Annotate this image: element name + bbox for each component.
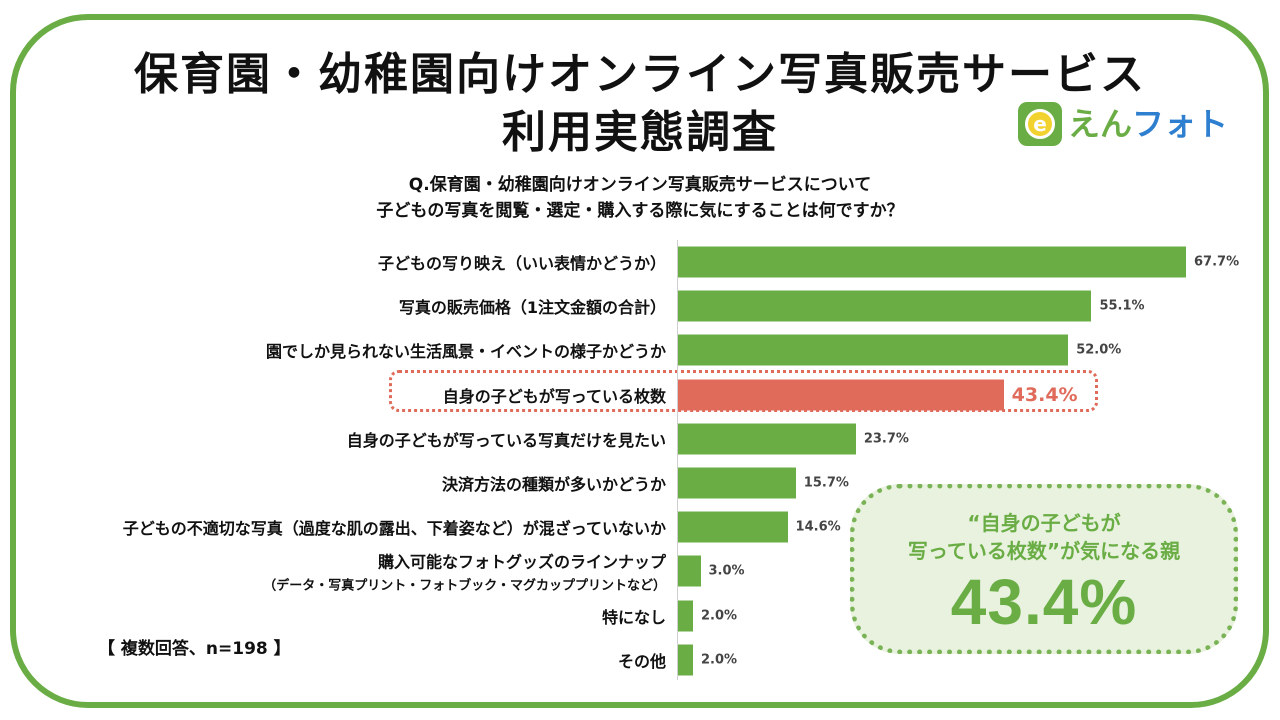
value-label: 23.7% (863, 431, 909, 447)
callout-line-1: “自身の子どもが (967, 511, 1121, 535)
category-label: 自身の子どもが写っている写真だけを見たい (347, 427, 666, 451)
category-label-text: 特になし (601, 607, 666, 627)
bar (678, 246, 1186, 278)
category-label-text: 決済方法の種類が多いかどうか (441, 475, 666, 494)
page-subtitle: 利用実態調査 (502, 107, 778, 158)
category-label: 決済方法の種類が多いかどうか (442, 471, 666, 495)
category-label: 購入可能なフォトグッズのラインナップ （データ・写真プリント・フォトブック・マグカ… (263, 549, 666, 594)
value-label: 14.6% (795, 519, 841, 535)
question-line-1: Q.保育園・幼稚園向けオンライン写真販売サービスについて (408, 175, 872, 195)
category-sublabel: （データ・写真プリント・フォトブック・マグカッププリントなど） (263, 578, 666, 594)
category-label-text: 購入可能なフォトグッズのラインナップ (377, 552, 666, 572)
enphoto-logo: e えんフォト (1018, 100, 1228, 148)
bar (678, 555, 701, 587)
category-label: 特になし (602, 604, 666, 628)
category-label-text: 子どもの不適切な写真（過度な肌の露出、下着姿など）が混ざっていないか (122, 519, 666, 539)
category-label: 子どもの不適切な写真（過度な肌の露出、下着姿など）が混ざっていないか (123, 515, 666, 539)
question-text: Q.保育園・幼稚園向けオンライン写真販売サービスについて 子どもの写真を閲覧・選… (0, 172, 1280, 224)
bar (678, 644, 693, 676)
response-note: 【 複数回答、n=198 】 (98, 639, 291, 659)
category-label: 写真の販売価格（1注文金額の合計） (399, 294, 666, 318)
category-label: 自身の子どもが写っている枚数 (443, 383, 666, 407)
value-label: 67.7% (1194, 254, 1240, 270)
value-label: 55.1% (1099, 298, 1145, 314)
category-label-text: 園でしか見られない生活風景・イベントの様子かどうか (265, 342, 666, 362)
bar (678, 423, 856, 455)
value-label: 3.0% (708, 563, 745, 579)
value-label: 15.7% (803, 475, 849, 491)
value-label: 2.0% (701, 608, 738, 624)
bar (678, 467, 796, 499)
category-label-text: その他 (617, 651, 666, 671)
value-label: 43.4% (1011, 383, 1078, 406)
category-label: その他 (618, 648, 666, 672)
category-label-text: 自身の子どもが写っている写真だけを見たい (346, 430, 666, 450)
logo-text: えんフォト (1068, 108, 1228, 140)
value-label: 2.0% (701, 652, 738, 668)
category-label: 園でしか見られない生活風景・イベントの様子かどうか (266, 338, 666, 362)
question-line-2: 子どもの写真を閲覧・選定・購入する際に気にすることは何ですか？ (376, 201, 904, 221)
logo-text-green: えん (1068, 105, 1133, 143)
logo-badge-letter: e (1025, 109, 1055, 139)
bar (678, 379, 1004, 411)
category-label-text: 自身の子どもが写っている枚数 (442, 386, 666, 406)
category-label-text: 子どもの写り映え（いい表情かどうか） (377, 254, 666, 273)
chart-axis-line (677, 240, 678, 680)
bar (678, 334, 1069, 366)
page-title: 保育園・幼稚園向けオンライン写真販売サービス (134, 49, 1146, 100)
bar (678, 511, 788, 543)
logo-badge-icon: e (1018, 102, 1062, 146)
category-label: 子どもの写り映え（いい表情かどうか） (378, 250, 666, 274)
logo-text-blue: フォト (1132, 105, 1229, 143)
callout-value: 43.4% (950, 566, 1138, 638)
callout-bubble: “自身の子どもが 写っている枚数”が気になる親 43.4% (850, 484, 1238, 654)
bar (678, 600, 693, 632)
category-label-text: 写真の販売価格（1注文金額の合計） (398, 298, 666, 318)
highlight-dotted-box (389, 370, 1098, 412)
callout-line-2: 写っている枚数”が気になる親 (907, 539, 1181, 563)
rounded-frame (10, 14, 1269, 708)
value-label: 52.0% (1076, 342, 1122, 358)
bar (678, 290, 1092, 322)
